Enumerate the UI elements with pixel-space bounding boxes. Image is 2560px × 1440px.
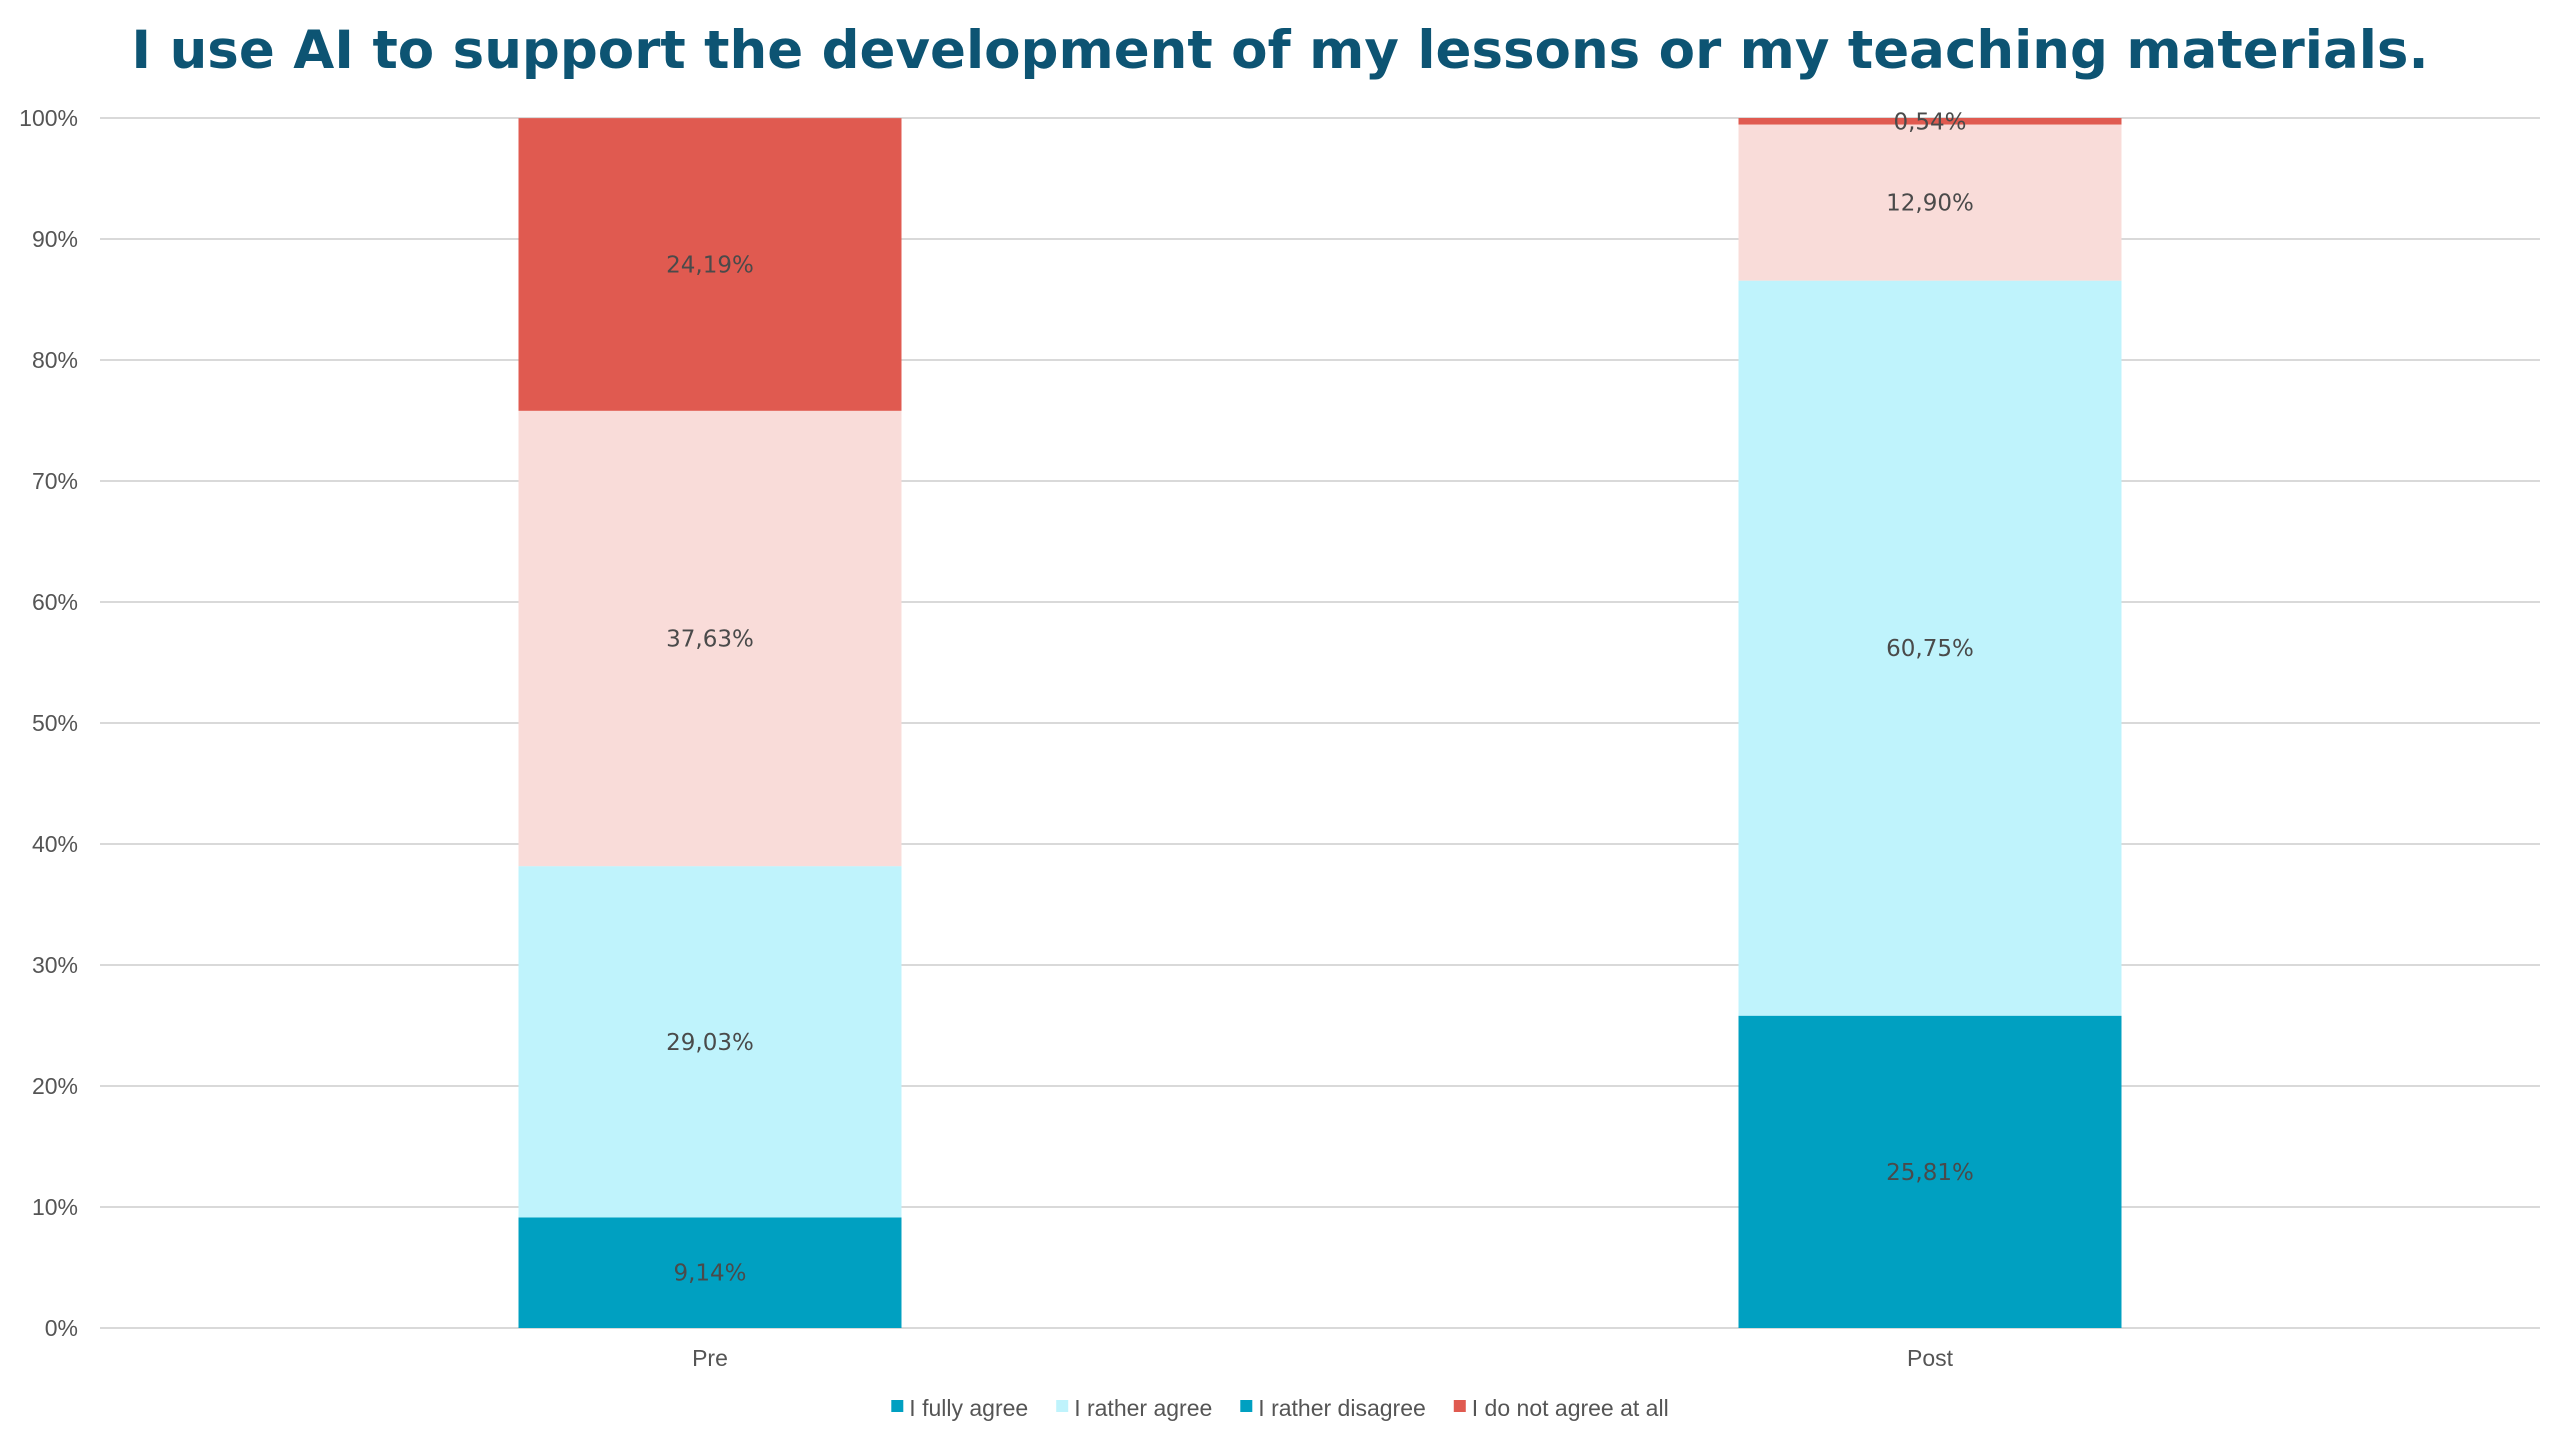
y-tick-label: 90%	[32, 226, 78, 252]
bar-segment	[518, 118, 902, 411]
x-tick-label: Post	[1907, 1345, 1954, 1371]
data-label: 9,14%	[673, 1261, 746, 1287]
y-tick-label: 40%	[32, 831, 78, 857]
y-axis: 0% 10% 20% 30% 40% 50% 60% 70% 80% 90% 100%	[19, 105, 78, 1341]
legend-item: I fully agree	[891, 1395, 1028, 1421]
legend-item: I rather agree	[1056, 1395, 1212, 1421]
y-tick-label: 50%	[32, 710, 78, 736]
bar-segment	[518, 1217, 902, 1328]
y-tick-label: 0%	[45, 1315, 78, 1341]
y-tick-label: 70%	[32, 468, 78, 494]
y-tick-label: 100%	[19, 105, 78, 131]
data-label: 24,19%	[666, 252, 754, 278]
y-tick-label: 10%	[32, 1194, 78, 1220]
legend: I fully agree I rather agree I rather disa…	[891, 1395, 1669, 1421]
bar-segment	[518, 866, 902, 1218]
y-tick-label: 80%	[32, 347, 78, 373]
bar-segment	[1738, 280, 2122, 1016]
legend-swatch	[1240, 1400, 1253, 1412]
legend-label: I rather agree	[1074, 1395, 1212, 1421]
data-label: 25,81%	[1886, 1160, 1974, 1186]
legend-swatch	[1453, 1400, 1466, 1412]
data-label: 29,03%	[666, 1030, 754, 1056]
y-tick-label: 30%	[32, 952, 78, 978]
legend-label: I rather disagree	[1258, 1395, 1425, 1421]
legend-label: I fully agree	[909, 1395, 1028, 1421]
y-tick-label: 20%	[32, 1073, 78, 1099]
y-tick-label: 60%	[32, 589, 78, 615]
data-label: 37,63%	[666, 626, 754, 652]
legend-item: I rather disagree	[1240, 1395, 1426, 1421]
gridlines	[100, 117, 2540, 1329]
bars	[518, 118, 2122, 1328]
legend-swatch	[1056, 1400, 1069, 1412]
bar-segment	[1738, 118, 2122, 125]
data-label: 12,90%	[1886, 191, 1974, 217]
x-axis: Pre Post	[692, 1345, 1954, 1371]
data-labels: 9,14% 29,03% 37,63% 24,19% 25,81% 60,75% 12,90…	[666, 109, 1974, 1286]
bar-segment	[518, 410, 902, 867]
data-label: 60,75%	[1886, 636, 1974, 662]
bar-segment	[1738, 124, 2122, 281]
bar-segment	[1738, 1015, 2122, 1328]
legend-swatch	[891, 1400, 904, 1412]
legend-label: I do not agree at all	[1472, 1395, 1669, 1421]
chart-title: I use AI to support the development of m…	[131, 20, 2428, 81]
data-label: 0,54%	[1893, 109, 1966, 135]
legend-item: I do not agree at all	[1453, 1395, 1669, 1421]
x-tick-label: Pre	[692, 1345, 728, 1371]
